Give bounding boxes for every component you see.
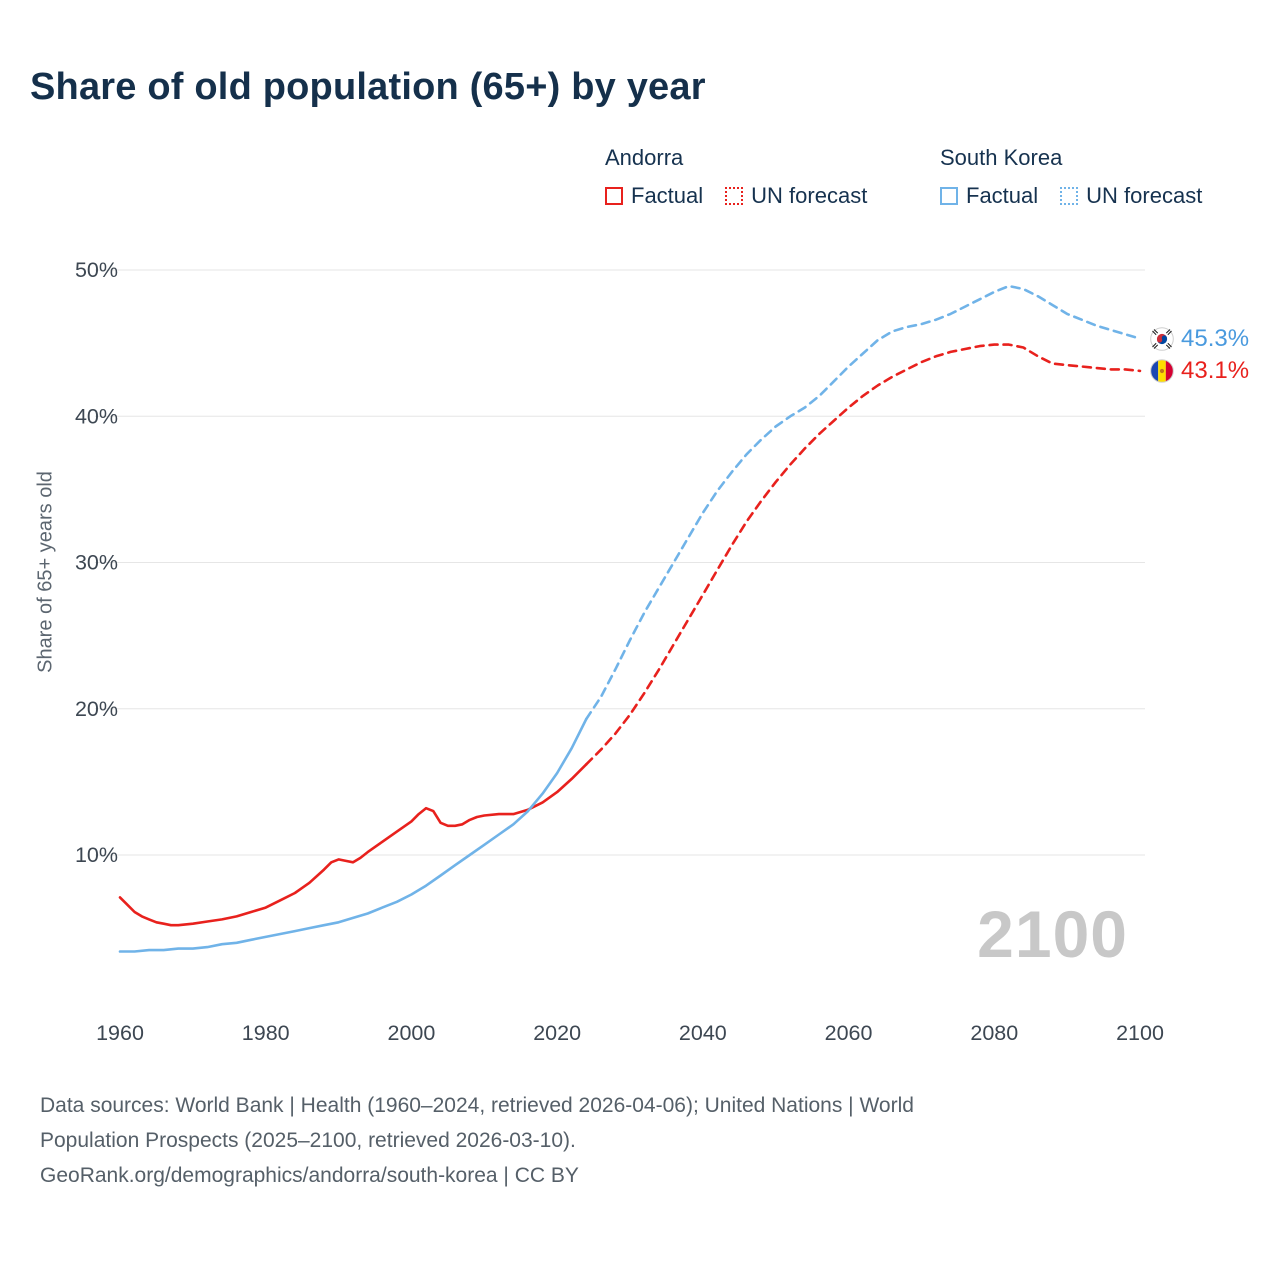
- south-korea-end-label: 45.3%: [1150, 325, 1249, 353]
- y-tick-label: 30%: [75, 551, 118, 575]
- andorra-flag-icon: [1150, 359, 1174, 383]
- x-tick-label: 2040: [679, 1021, 727, 1045]
- source-line-2: Population Prospects (2025–2100, retriev…: [40, 1129, 576, 1152]
- y-tick-label: 20%: [75, 697, 118, 721]
- south-korea-forecast-swatch-icon: [1060, 187, 1079, 205]
- legend-group-andorra: Andorra Factual UN forecast: [605, 145, 867, 209]
- source-line-1: Data sources: World Bank | Health (1960–…: [40, 1094, 914, 1117]
- source-line-3: GeoRank.org/demographics/andorra/south-k…: [40, 1164, 579, 1187]
- y-tick-label: 10%: [75, 843, 118, 867]
- andorra-forecast-swatch-icon: [725, 187, 744, 205]
- legend-andorra-row: Factual UN forecast: [605, 183, 867, 209]
- legend-group-south-korea: South Korea Factual UN forecast: [940, 145, 1202, 209]
- legend-south-korea-title: South Korea: [940, 145, 1063, 170]
- page-title: Share of old population (65+) by year: [30, 66, 706, 108]
- south-korea-flag-icon: [1150, 327, 1174, 351]
- andorra-factual-swatch-icon: [605, 187, 623, 205]
- series-line-andorra-forecast: [585, 343, 1142, 766]
- andorra-end-label: 43.1%: [1150, 357, 1249, 385]
- x-tick-label: 1960: [96, 1021, 144, 1045]
- x-tick-label: 2060: [825, 1021, 873, 1045]
- x-tick-label: 2080: [970, 1021, 1018, 1045]
- y-tick-label: 50%: [75, 258, 118, 282]
- south-korea-factual-swatch-icon: [940, 187, 958, 205]
- data-sources-footer: Data sources: World Bank | Health (1960–…: [40, 1088, 914, 1193]
- south-korea-forecast-label: UN forecast: [1086, 183, 1203, 208]
- year-watermark: 2100: [977, 897, 1128, 971]
- andorra-end-value: 43.1%: [1181, 357, 1250, 384]
- series-line-south-korea-factual: [118, 717, 588, 953]
- legend-south-korea-row: Factual UN forecast: [940, 183, 1202, 209]
- andorra-forecast-label: UN forecast: [751, 183, 868, 208]
- x-tick-label: 2000: [388, 1021, 436, 1045]
- x-tick-label: 1980: [242, 1021, 290, 1045]
- south-korea-end-value: 45.3%: [1181, 325, 1250, 352]
- series-line-south-korea-forecast: [585, 284, 1142, 721]
- andorra-factual-label: Factual: [631, 183, 704, 208]
- y-tick-label: 40%: [75, 404, 118, 428]
- x-tick-label: 2100: [1116, 1021, 1164, 1045]
- south-korea-factual-label: Factual: [966, 183, 1039, 208]
- x-tick-label: 2020: [533, 1021, 581, 1045]
- legend-andorra-title: Andorra: [605, 145, 684, 170]
- series-line-andorra-factual: [118, 763, 588, 927]
